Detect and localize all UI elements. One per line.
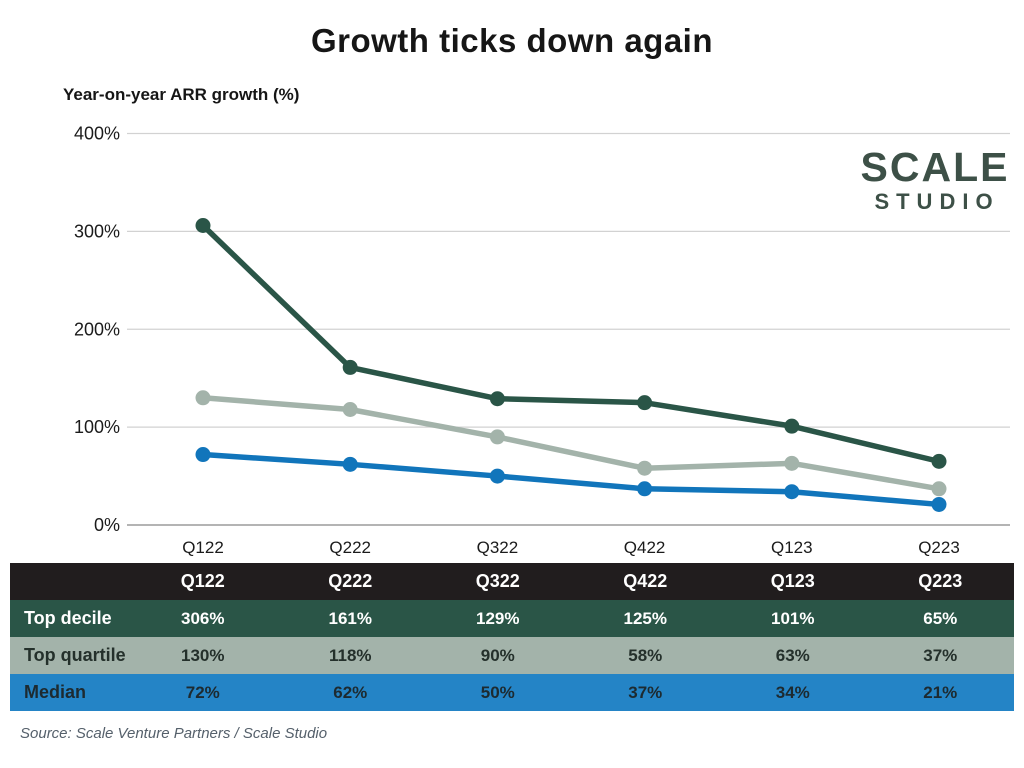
data-point (784, 455, 800, 471)
value-cell: 129% (476, 609, 520, 628)
data-point (931, 453, 947, 469)
data-point (931, 496, 947, 512)
y-tick-label: 400% (74, 124, 120, 144)
data-point (489, 391, 505, 407)
data-table: Q122 Q222 Q322 Q422 Q123 Q223 Top decile 306% 16… (10, 563, 1014, 711)
x-tick-label: Q223 (918, 538, 960, 557)
value-cell: 21% (923, 683, 958, 702)
data-point (931, 481, 947, 497)
table-row: Median 72% 62% 50% 37% 34% 21% (10, 674, 1014, 711)
y-tick-label: 300% (74, 221, 120, 241)
logo-scale-text: SCALE (860, 144, 1010, 190)
line-chart: 0% 100% 200% 300% 400% Q122 Q222 Q322 Q422 Q123 Q2… (74, 124, 1010, 557)
header-cell: Q123 (770, 571, 815, 591)
data-point (637, 460, 653, 476)
value-cell: 50% (480, 683, 515, 702)
data-point (489, 468, 505, 484)
value-cell: 63% (775, 646, 810, 665)
header-cell (10, 563, 129, 600)
data-point (195, 390, 211, 406)
x-tick-label: Q322 (477, 538, 519, 557)
row-label: Top quartile (24, 645, 126, 665)
value-cell: 130% (181, 646, 225, 665)
x-tick-label: Q122 (182, 538, 224, 557)
x-tick-label: Q422 (624, 538, 666, 557)
x-tick-label: Q222 (329, 538, 371, 557)
data-point (342, 456, 358, 472)
value-cell: 101% (771, 609, 815, 628)
data-point (195, 218, 211, 234)
y-tick-label: 0% (94, 515, 120, 535)
data-point (195, 447, 211, 463)
value-cell: 37% (923, 646, 958, 665)
value-cell: 37% (628, 683, 663, 702)
table-row: Top quartile 130% 118% 90% 58% 63% 37% (10, 637, 1014, 674)
page-title: Growth ticks down again (310, 22, 714, 59)
value-cell: 72% (185, 683, 220, 702)
row-label: Top decile (24, 608, 112, 628)
series-line (200, 451, 942, 508)
logo-studio-text: STUDIO (874, 189, 1000, 214)
source-note: Source: Scale Venture Partners / Scale S… (20, 725, 328, 742)
header-cell: Q422 (623, 571, 668, 591)
data-point (342, 359, 358, 375)
y-tick-label: 100% (74, 417, 120, 437)
data-point (342, 402, 358, 418)
value-cell: 34% (775, 683, 810, 702)
value-cell: 62% (333, 683, 368, 702)
header-cell: Q222 (328, 571, 373, 591)
data-point (784, 484, 800, 500)
data-point (784, 418, 800, 434)
value-cell: 118% (328, 646, 372, 665)
value-cell: 65% (923, 609, 958, 628)
scale-studio-logo: SCALE STUDIO (845, 145, 1024, 215)
data-point (637, 481, 653, 497)
data-point (489, 429, 505, 445)
table-header-row: Q122 Q222 Q322 Q422 Q123 Q223 (10, 563, 1014, 600)
y-axis-title: Year-on-year ARR growth (%) (63, 85, 300, 104)
y-tick-label: 200% (74, 319, 120, 339)
x-tick-label: Q123 (771, 538, 813, 557)
header-cell: Q122 (180, 571, 225, 591)
header-cell: Q322 (475, 571, 520, 591)
data-point (637, 395, 653, 411)
value-cell: 58% (628, 646, 663, 665)
series-line (200, 395, 942, 492)
row-label: Median (24, 682, 87, 702)
value-cell: 306% (181, 609, 225, 628)
value-cell: 90% (480, 646, 515, 665)
header-cell: Q223 (918, 571, 963, 591)
value-cell: 125% (623, 609, 667, 628)
value-cell: 161% (328, 609, 372, 628)
table-row: Top decile 306% 161% 129% 125% 101% 65% (10, 600, 1014, 637)
series-line (200, 222, 942, 465)
